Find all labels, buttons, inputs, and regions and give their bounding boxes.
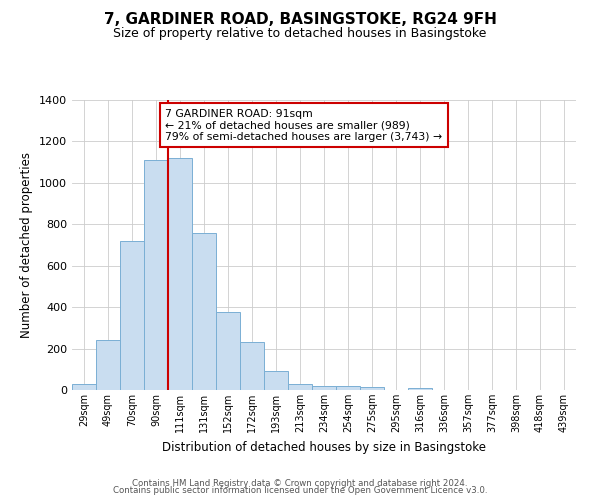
Bar [240, 342, 264, 390]
Bar [192, 232, 216, 390]
Bar [312, 386, 336, 390]
Text: Contains public sector information licensed under the Open Government Licence v3: Contains public sector information licen… [113, 486, 487, 495]
Bar [408, 388, 432, 390]
Bar [96, 340, 120, 390]
Bar [72, 384, 96, 390]
Bar [360, 387, 384, 390]
Text: Size of property relative to detached houses in Basingstoke: Size of property relative to detached ho… [113, 28, 487, 40]
Bar [168, 158, 192, 390]
Bar [120, 241, 144, 390]
Text: 7, GARDINER ROAD, BASINGSTOKE, RG24 9FH: 7, GARDINER ROAD, BASINGSTOKE, RG24 9FH [104, 12, 496, 28]
Bar [336, 386, 360, 390]
Text: 7 GARDINER ROAD: 91sqm
← 21% of detached houses are smaller (989)
79% of semi-de: 7 GARDINER ROAD: 91sqm ← 21% of detached… [165, 108, 442, 142]
Text: Contains HM Land Registry data © Crown copyright and database right 2024.: Contains HM Land Registry data © Crown c… [132, 478, 468, 488]
Y-axis label: Number of detached properties: Number of detached properties [20, 152, 34, 338]
Bar [288, 384, 312, 390]
Bar [216, 312, 240, 390]
Bar [144, 160, 168, 390]
X-axis label: Distribution of detached houses by size in Basingstoke: Distribution of detached houses by size … [162, 440, 486, 454]
Bar [264, 372, 288, 390]
